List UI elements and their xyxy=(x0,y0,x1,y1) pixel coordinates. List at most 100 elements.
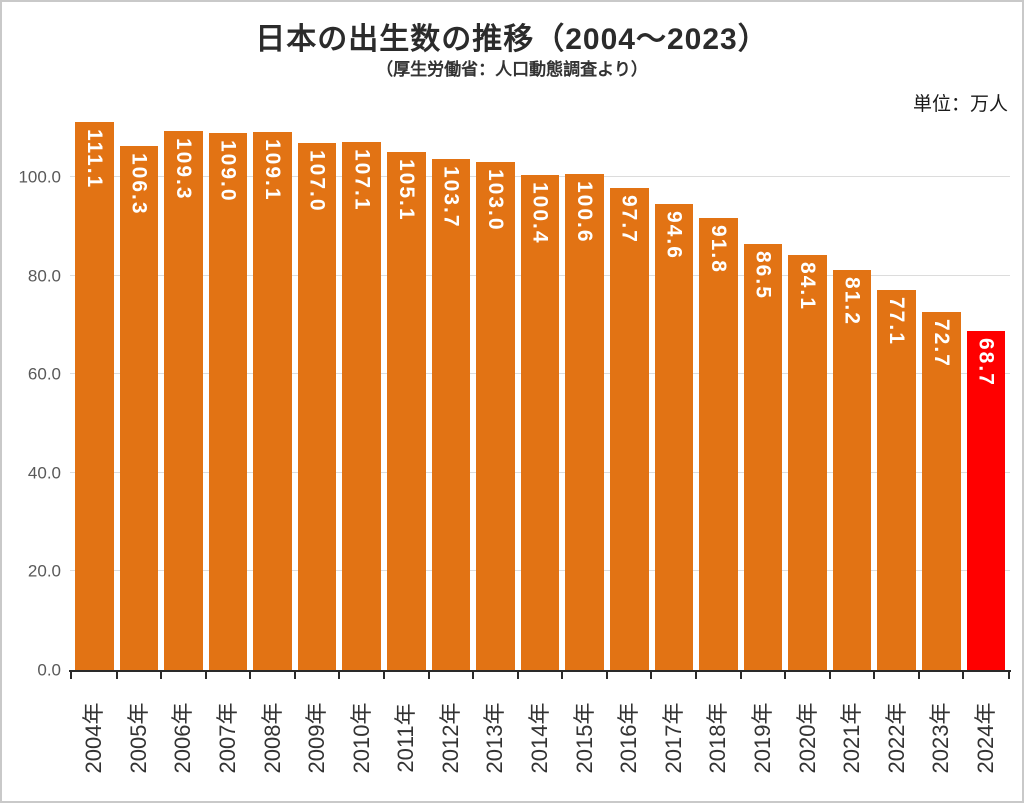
x-axis-label-cell: 2018年 xyxy=(699,682,738,794)
x-axis-label: 2020年 xyxy=(794,702,820,774)
x-axis-tick xyxy=(561,670,564,679)
x-axis-label-cell: 2021年 xyxy=(833,682,872,794)
bar-value-label: 77.1 xyxy=(885,296,909,346)
bar-value-label: 106.3 xyxy=(127,153,151,216)
x-axis-label: 2005年 xyxy=(125,702,151,774)
bar-value-label: 81.2 xyxy=(840,276,864,326)
x-axis-label-cell: 2011年 xyxy=(387,682,426,794)
x-axis-tick xyxy=(784,670,787,679)
y-axis-label: 40.0 xyxy=(27,463,61,483)
x-axis-line xyxy=(69,670,1011,672)
bar: 72.7 xyxy=(921,311,961,670)
bar: 97.7 xyxy=(609,188,649,670)
bar: 100.6 xyxy=(565,174,604,670)
x-axis-label: 2007年 xyxy=(215,702,241,774)
bar-value-label: 109.0 xyxy=(216,139,240,203)
bar: 68.7 xyxy=(966,331,1006,670)
x-axis-label: 2022年 xyxy=(883,702,909,774)
bar-value-label: 103.0 xyxy=(483,169,507,232)
x-axis-label: 2019年 xyxy=(749,702,775,774)
x-axis-label-cell: 2010年 xyxy=(342,682,381,794)
x-axis-label-cell: 2024年 xyxy=(967,682,1006,794)
x-axis-label: 2008年 xyxy=(259,702,285,774)
y-axis-label: 20.0 xyxy=(27,561,61,581)
x-axis-label-cell: 2008年 xyxy=(253,682,292,794)
x-axis-tick xyxy=(427,670,430,679)
x-axis-tick xyxy=(249,670,252,679)
x-axis-tick xyxy=(160,670,163,679)
x-axis-label: 2016年 xyxy=(616,702,642,774)
x-axis-tick xyxy=(293,670,296,679)
bar: 105.1 xyxy=(387,151,426,670)
x-axis-label-cell: 2004年 xyxy=(75,682,114,794)
x-axis-tick xyxy=(204,670,207,679)
x-axis-tick xyxy=(739,670,742,679)
plot-area: 111.1 106.3 109.3 109.0 109.1 107.0 107.1 105.1… xyxy=(18,114,1011,679)
bar-value-label: 72.7 xyxy=(929,318,953,368)
bar: 84.1 xyxy=(788,255,827,670)
bars-row: 111.1 106.3 109.3 109.0 109.1 107.0 107.1 105.1… xyxy=(70,114,1010,670)
x-axis-label: 2013年 xyxy=(482,702,508,774)
x-axis-tick xyxy=(917,670,920,679)
page-subtitle: （厚生労働省：人口動態調査より） xyxy=(376,60,648,79)
x-axis-label-cell: 2014年 xyxy=(521,682,560,794)
x-axis-label-cell: 2017年 xyxy=(655,682,694,794)
x-axis-label-cell: 2007年 xyxy=(209,682,248,794)
x-axis-label: 2017年 xyxy=(660,702,686,774)
x-axis-tick xyxy=(516,670,519,679)
bar-value-label: 107.1 xyxy=(350,149,374,212)
bar-value-label: 68.7 xyxy=(974,338,998,388)
bar-value-label: 91.8 xyxy=(706,224,730,274)
x-axis-label-cell: 2023年 xyxy=(922,682,961,794)
bar: 107.0 xyxy=(297,142,337,670)
bar: 106.3 xyxy=(119,146,159,670)
y-axis-label: 80.0 xyxy=(27,266,61,286)
bar-value-label: 103.7 xyxy=(439,165,463,229)
x-axis-tick xyxy=(828,670,831,679)
bar: 107.1 xyxy=(342,142,382,670)
x-axis-tick xyxy=(695,670,697,679)
bar-value-label: 109.3 xyxy=(171,138,195,201)
x-axis-label-cell: 2019年 xyxy=(744,682,783,794)
unit-label: 単位：万人 xyxy=(912,94,1008,115)
x-axis-label-cell: 2006年 xyxy=(164,682,203,794)
x-axis-tick xyxy=(472,670,475,679)
bar-value-label: 105.1 xyxy=(394,158,418,222)
bar: 109.1 xyxy=(253,132,292,670)
bar-value-label: 86.5 xyxy=(751,250,775,300)
x-axis-tick xyxy=(873,670,876,679)
bar: 77.1 xyxy=(877,289,916,670)
x-axis-label: 2009年 xyxy=(304,702,330,774)
x-axis-label: 2010年 xyxy=(348,702,374,774)
x-axis-tick xyxy=(383,670,385,679)
x-axis-label-cell: 2012年 xyxy=(432,682,471,794)
x-axis-labels: 2004年 2005年 2006年 2007年 2008年 2009年 2010年 2011年… xyxy=(70,682,1010,794)
x-axis-label: 2006年 xyxy=(170,702,196,774)
bar-value-label: 111.1 xyxy=(82,129,106,190)
bar-value-label: 94.6 xyxy=(662,210,686,260)
x-axis-label: 2018年 xyxy=(705,702,731,774)
x-axis-label-cell: 2020年 xyxy=(788,682,827,794)
bar: 103.0 xyxy=(476,162,515,670)
bar: 94.6 xyxy=(654,203,694,670)
x-axis-tick xyxy=(650,670,653,679)
bar: 100.4 xyxy=(520,175,560,670)
x-axis-label: 2012年 xyxy=(437,702,463,774)
bar: 91.8 xyxy=(699,217,738,670)
x-axis-label-cell: 2005年 xyxy=(120,682,159,794)
bar-value-label: 100.4 xyxy=(528,182,552,245)
x-axis-label: 2021年 xyxy=(839,702,865,774)
x-axis-tick xyxy=(1008,670,1010,679)
x-axis-tick xyxy=(70,670,72,679)
bar: 109.3 xyxy=(164,131,203,670)
bar-value-label: 107.0 xyxy=(305,149,329,213)
y-axis-label: 60.0 xyxy=(27,364,61,384)
bar-value-label: 97.7 xyxy=(617,195,641,245)
x-axis-tick xyxy=(115,670,118,679)
x-axis-label-cell: 2015年 xyxy=(565,682,604,794)
y-axis-label: 0.0 xyxy=(37,660,61,680)
bar-value-label: 109.1 xyxy=(261,139,285,202)
x-axis-label-cell: 2009年 xyxy=(298,682,337,794)
x-axis-label: 2004年 xyxy=(81,702,107,774)
x-axis-label: 2023年 xyxy=(928,702,954,774)
